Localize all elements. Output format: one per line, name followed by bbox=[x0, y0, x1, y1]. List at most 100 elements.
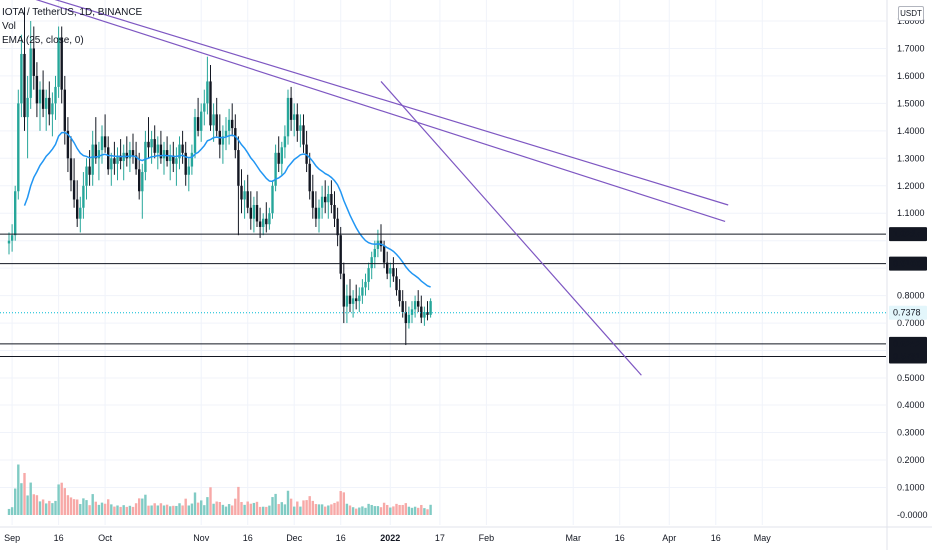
candle-body bbox=[212, 114, 215, 126]
candle-body bbox=[76, 199, 79, 219]
volume-bar bbox=[41, 499, 45, 515]
candle-body bbox=[119, 155, 122, 162]
candle-body bbox=[10, 235, 14, 241]
volume-bar bbox=[172, 505, 175, 515]
ema-indicator-label[interactable]: EMA (25, close, 0) bbox=[2, 35, 84, 46]
candle-body bbox=[125, 152, 128, 159]
volume-axis-label: -0.0000 bbox=[897, 510, 928, 520]
volume-bar bbox=[184, 498, 187, 515]
volume-bar bbox=[72, 499, 76, 515]
volume-bar bbox=[29, 482, 32, 515]
candle-body bbox=[144, 141, 147, 173]
volume-bar bbox=[85, 500, 88, 515]
volume-indicator-label[interactable]: Vol bbox=[2, 21, 16, 32]
candle-body bbox=[196, 117, 200, 131]
volume-bar bbox=[178, 503, 181, 515]
candle-body bbox=[367, 268, 370, 282]
volume-bar bbox=[426, 509, 429, 515]
volume-bar bbox=[289, 498, 293, 515]
volume-bar bbox=[209, 487, 212, 515]
candle-body bbox=[45, 97, 48, 109]
volume-bar bbox=[324, 506, 327, 515]
volume-bar bbox=[234, 498, 237, 515]
level-price-label: 0.6242 bbox=[893, 339, 921, 349]
candle-body bbox=[286, 97, 290, 137]
level-price-label: 0.5781 bbox=[893, 352, 921, 362]
volume-bar bbox=[122, 505, 125, 515]
volume-bar bbox=[94, 501, 97, 515]
volume-bar bbox=[134, 503, 138, 515]
volume-bar bbox=[206, 497, 209, 515]
candle-body bbox=[268, 213, 271, 225]
candle-body bbox=[364, 281, 367, 288]
time-axis-label: 16 bbox=[615, 533, 625, 543]
candle-body bbox=[20, 53, 23, 104]
candle-body bbox=[413, 301, 417, 310]
candle-body bbox=[370, 257, 373, 269]
volume-bar bbox=[193, 492, 197, 515]
price-axis-label: 1.4000 bbox=[897, 126, 925, 136]
volume-bar bbox=[196, 502, 200, 515]
candle-body bbox=[14, 191, 17, 236]
candle-body bbox=[293, 114, 296, 120]
volume-bar bbox=[32, 494, 35, 515]
volume-axis-label: 0.2000 bbox=[897, 455, 925, 465]
volume-bar bbox=[175, 505, 178, 515]
volume-bar bbox=[277, 504, 280, 515]
volume-axis-label: 0.4000 bbox=[897, 400, 925, 410]
candle-body bbox=[94, 144, 97, 159]
volume-bar bbox=[10, 507, 14, 515]
candle-body bbox=[345, 295, 349, 307]
candle-body bbox=[289, 97, 293, 120]
time-axis-label: 16 bbox=[243, 533, 253, 543]
volume-bar bbox=[76, 499, 79, 515]
volume-bar bbox=[14, 488, 17, 515]
volume-bar bbox=[150, 505, 153, 515]
time-axis-label: Feb bbox=[479, 533, 495, 543]
candle-body bbox=[54, 86, 57, 104]
volume-bar bbox=[345, 503, 349, 515]
candle-body bbox=[395, 276, 398, 291]
volume-bar bbox=[38, 501, 42, 515]
price-axis-label: 0.7000 bbox=[897, 318, 925, 328]
volume-axis-label: 0.1000 bbox=[897, 483, 925, 493]
candle-body bbox=[60, 37, 63, 90]
volume-bar bbox=[271, 497, 274, 515]
volume-bar bbox=[66, 495, 70, 515]
price-axis-label: 1.1000 bbox=[897, 208, 925, 218]
volume-bar bbox=[63, 488, 66, 515]
volume-bar bbox=[224, 506, 228, 515]
volume-bar bbox=[159, 503, 163, 515]
candle-body bbox=[203, 103, 206, 112]
level-price-label-box bbox=[889, 349, 927, 364]
candle-body bbox=[401, 301, 404, 313]
candle-body bbox=[178, 144, 181, 159]
time-axis-label: 16 bbox=[54, 533, 64, 543]
volume-bar bbox=[382, 502, 386, 515]
volume-bar bbox=[88, 505, 91, 515]
volume-bar bbox=[107, 499, 110, 515]
volume-bar bbox=[103, 503, 107, 515]
candle-body bbox=[429, 301, 432, 315]
candle-body bbox=[107, 147, 110, 170]
candle-body bbox=[113, 158, 116, 164]
volume-bar bbox=[401, 504, 404, 515]
candle-body bbox=[69, 158, 73, 181]
time-axis-label: Dec bbox=[286, 533, 303, 543]
volume-bar bbox=[116, 505, 119, 515]
candle-body bbox=[358, 295, 361, 302]
price-axis-label: 1.6000 bbox=[897, 71, 925, 81]
volume-bar bbox=[262, 506, 265, 515]
current-price-label-box bbox=[889, 305, 927, 320]
time-axis-label: 16 bbox=[336, 533, 346, 543]
currency-badge[interactable]: USDT bbox=[898, 6, 924, 21]
level-price-label-box bbox=[889, 336, 927, 351]
candle-body bbox=[103, 136, 107, 148]
volume-bar bbox=[327, 505, 330, 515]
candle-body bbox=[172, 155, 175, 164]
candle-body bbox=[398, 290, 401, 302]
volume-bar bbox=[187, 505, 190, 515]
candle-body bbox=[258, 221, 262, 227]
candle-body bbox=[280, 147, 283, 164]
